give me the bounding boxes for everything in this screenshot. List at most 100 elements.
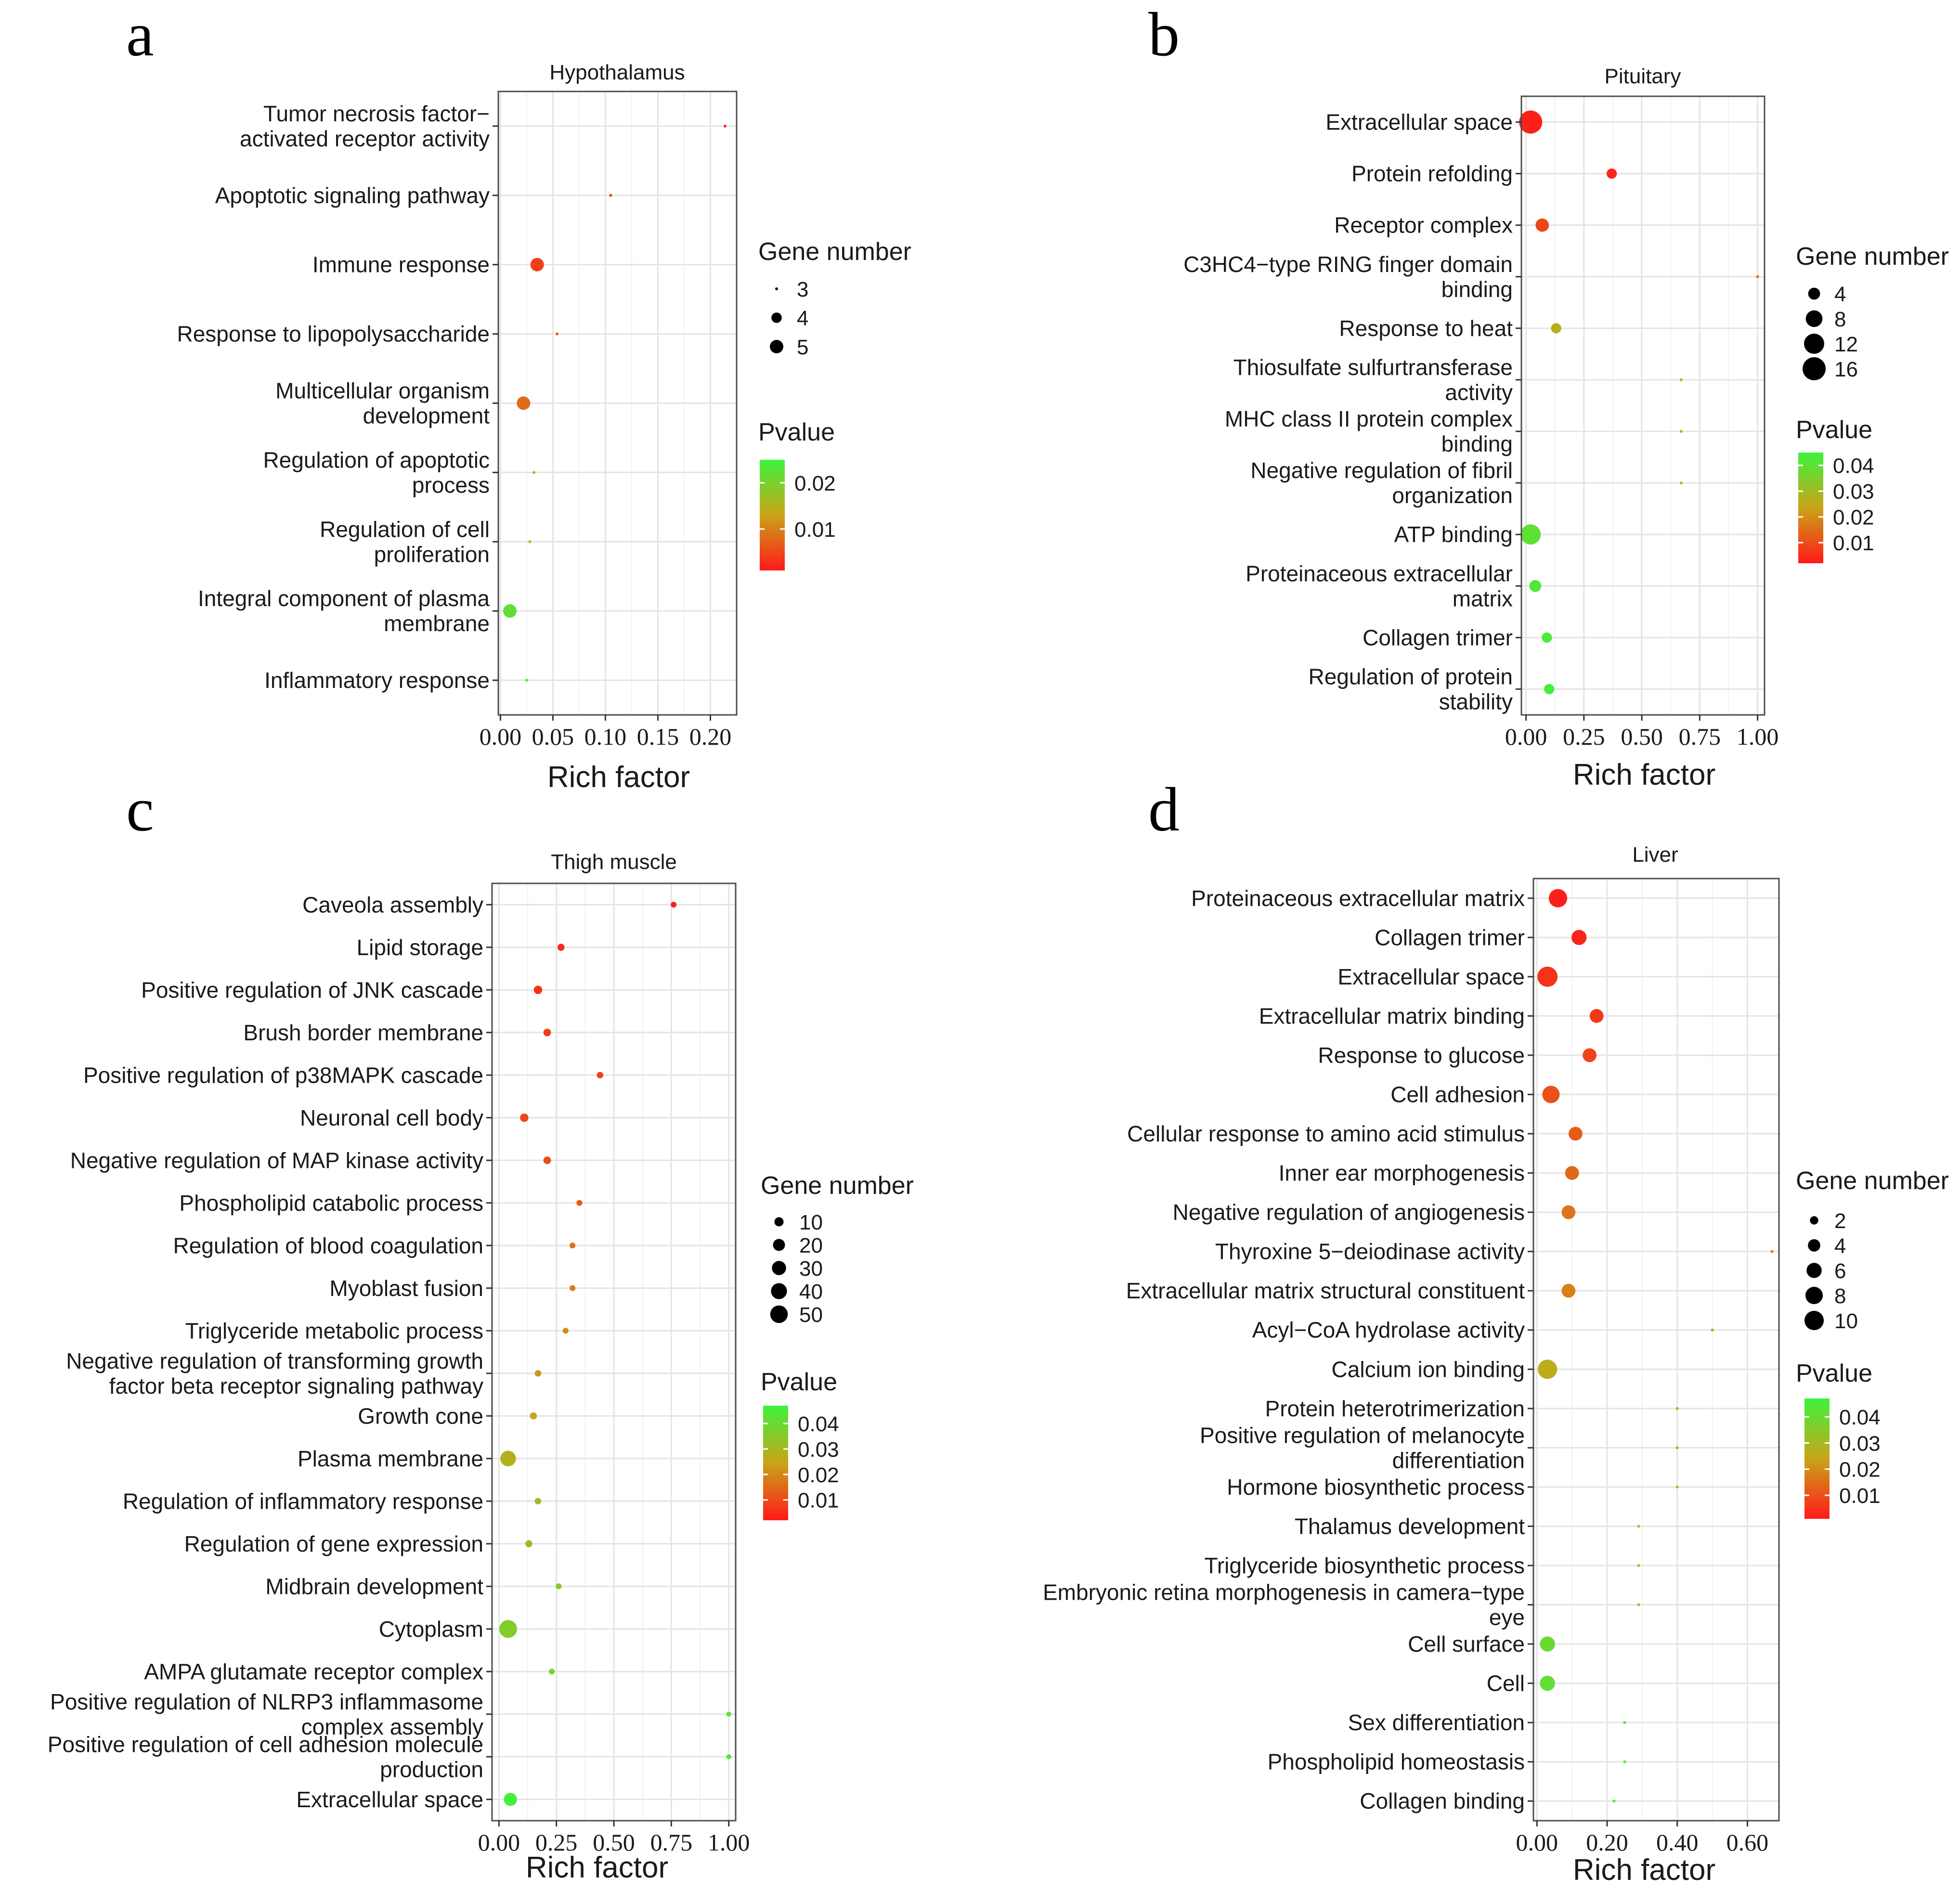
- data-point: [543, 1156, 551, 1165]
- size-legend-dot: [771, 312, 782, 323]
- category-label: Regulation of cell proliferation: [320, 517, 490, 567]
- size-legend-title: Gene number: [758, 238, 911, 266]
- data-point: [726, 1711, 731, 1717]
- data-point: [520, 1113, 529, 1122]
- category-label: Hormone biosynthetic process: [1227, 1475, 1525, 1500]
- data-point: [1623, 1760, 1626, 1763]
- plot-area: [1521, 96, 1765, 715]
- data-point: [1711, 1328, 1714, 1332]
- data-point: [517, 396, 531, 410]
- category-label: Triglyceride biosynthetic process: [1204, 1553, 1525, 1578]
- size-legend-label: 16: [1834, 358, 1858, 381]
- category-label: Tumor necrosis factor− activated receptor…: [240, 101, 490, 151]
- category-label: Positive regulation of p38MAPK cascade: [83, 1062, 483, 1087]
- category-label: Cell: [1487, 1671, 1525, 1696]
- x-tick-label: 0.40: [1656, 1829, 1699, 1856]
- category-label: Regulation of inflammatory response: [123, 1489, 483, 1514]
- size-legend-title: Gene number: [1796, 1167, 1949, 1195]
- chart-panel-a: a Hypothalamus Tumor necrosis factor− activ…: [126, 0, 911, 794]
- size-legend-label: 2: [1834, 1209, 1846, 1233]
- data-point: [528, 540, 532, 544]
- data-point: [1544, 684, 1555, 695]
- data-point: [1540, 1636, 1555, 1652]
- category-label: Positive regulation of JNK cascade: [141, 977, 483, 1002]
- color-legend-label: 0.01: [794, 518, 836, 542]
- category-label: Myoblast fusion: [329, 1276, 483, 1301]
- data-point: [500, 1450, 516, 1466]
- category-label: C3HC4−type RING finger domain binding: [1183, 252, 1513, 302]
- data-point: [543, 1028, 551, 1036]
- data-point: [530, 258, 544, 272]
- size-legend-label: 4: [1834, 1234, 1846, 1258]
- size-legend-dot: [1805, 310, 1823, 327]
- size-legend-label: 8: [1834, 1284, 1846, 1308]
- size-legend-label: 6: [1834, 1259, 1846, 1283]
- data-point: [1540, 1675, 1555, 1691]
- category-label: ATP binding: [1394, 522, 1513, 547]
- category-label: Growth cone: [358, 1403, 483, 1428]
- size-legend-title: Gene number: [761, 1172, 914, 1200]
- panel-title: Pituitary: [1605, 65, 1681, 88]
- color-legend-label: 0.02: [798, 1463, 839, 1487]
- category-label: Response to heat: [1339, 316, 1513, 341]
- data-point: [1571, 930, 1587, 945]
- data-point: [671, 902, 677, 908]
- category-label: Neuronal cell body: [300, 1105, 483, 1130]
- data-point: [504, 1793, 517, 1806]
- panel-label: c: [126, 775, 154, 844]
- data-point: [1637, 1603, 1640, 1606]
- category-label: Negative regulation of fibril organizatio…: [1250, 458, 1513, 508]
- data-point: [530, 1412, 537, 1420]
- data-point: [1679, 378, 1683, 381]
- color-legend-title: Pvalue: [761, 1368, 837, 1396]
- size-legend-dot: [772, 1261, 786, 1275]
- color-legend-label: 0.02: [1833, 506, 1874, 530]
- data-point: [576, 1200, 583, 1206]
- x-tick-label: 0.00: [478, 1829, 520, 1856]
- size-legend-title: Gene number: [1796, 243, 1949, 271]
- category-label: Positive regulation of cell adhesion mol…: [48, 1732, 483, 1782]
- color-legend-label: 0.03: [798, 1438, 839, 1462]
- data-point: [1519, 110, 1543, 134]
- data-point: [1538, 1359, 1558, 1379]
- x-tick-label: 0.15: [637, 723, 679, 750]
- size-legend-label: 10: [799, 1211, 823, 1234]
- category-label: Protein refolding: [1351, 161, 1513, 186]
- category-label: Thiosulfate sulfurtransferase activity: [1233, 355, 1513, 405]
- size-legend-dot: [773, 1239, 785, 1251]
- data-point: [724, 124, 727, 128]
- category-label: Phospholipid homeostasis: [1268, 1749, 1525, 1774]
- category-label: Inner ear morphogenesis: [1279, 1161, 1525, 1186]
- category-label: Positive regulation of melanocyte differe…: [1200, 1423, 1525, 1473]
- data-point: [1535, 218, 1549, 232]
- panel-label: d: [1148, 775, 1180, 844]
- x-axis-label: Rich factor: [1573, 1853, 1715, 1887]
- category-label: Cell surface: [1408, 1631, 1525, 1657]
- size-legend-dot: [1808, 1239, 1820, 1252]
- data-point: [726, 1754, 731, 1760]
- color-legend-label: 0.01: [1833, 531, 1874, 555]
- data-point: [533, 985, 543, 995]
- size-legend-label: 50: [799, 1303, 823, 1327]
- size-legend-dot: [1804, 1310, 1824, 1331]
- category-label: Negative regulation of MAP kinase activi…: [70, 1148, 483, 1173]
- category-label: Collagen trimer: [1375, 925, 1525, 950]
- panel-title: Liver: [1632, 843, 1678, 867]
- x-tick-label: 0.25: [1563, 723, 1605, 750]
- category-label: MHC class II protein complex binding: [1225, 406, 1513, 456]
- data-point: [556, 332, 559, 336]
- category-label: Apoptotic signaling pathway: [215, 183, 490, 208]
- size-legend-dot: [1805, 1286, 1823, 1305]
- data-point: [609, 194, 612, 197]
- data-point: [1612, 1799, 1616, 1803]
- data-point: [1679, 481, 1683, 485]
- color-legend-label: 0.04: [1833, 454, 1874, 478]
- data-point: [1675, 1446, 1679, 1450]
- data-point: [556, 1583, 562, 1590]
- category-label: Extracellular space: [1325, 110, 1513, 135]
- x-tick-label: 0.20: [689, 723, 732, 750]
- x-tick-label: 0.60: [1726, 1829, 1769, 1856]
- size-legend-label: 4: [1834, 283, 1846, 306]
- category-label: Regulation of protein stability: [1308, 664, 1513, 714]
